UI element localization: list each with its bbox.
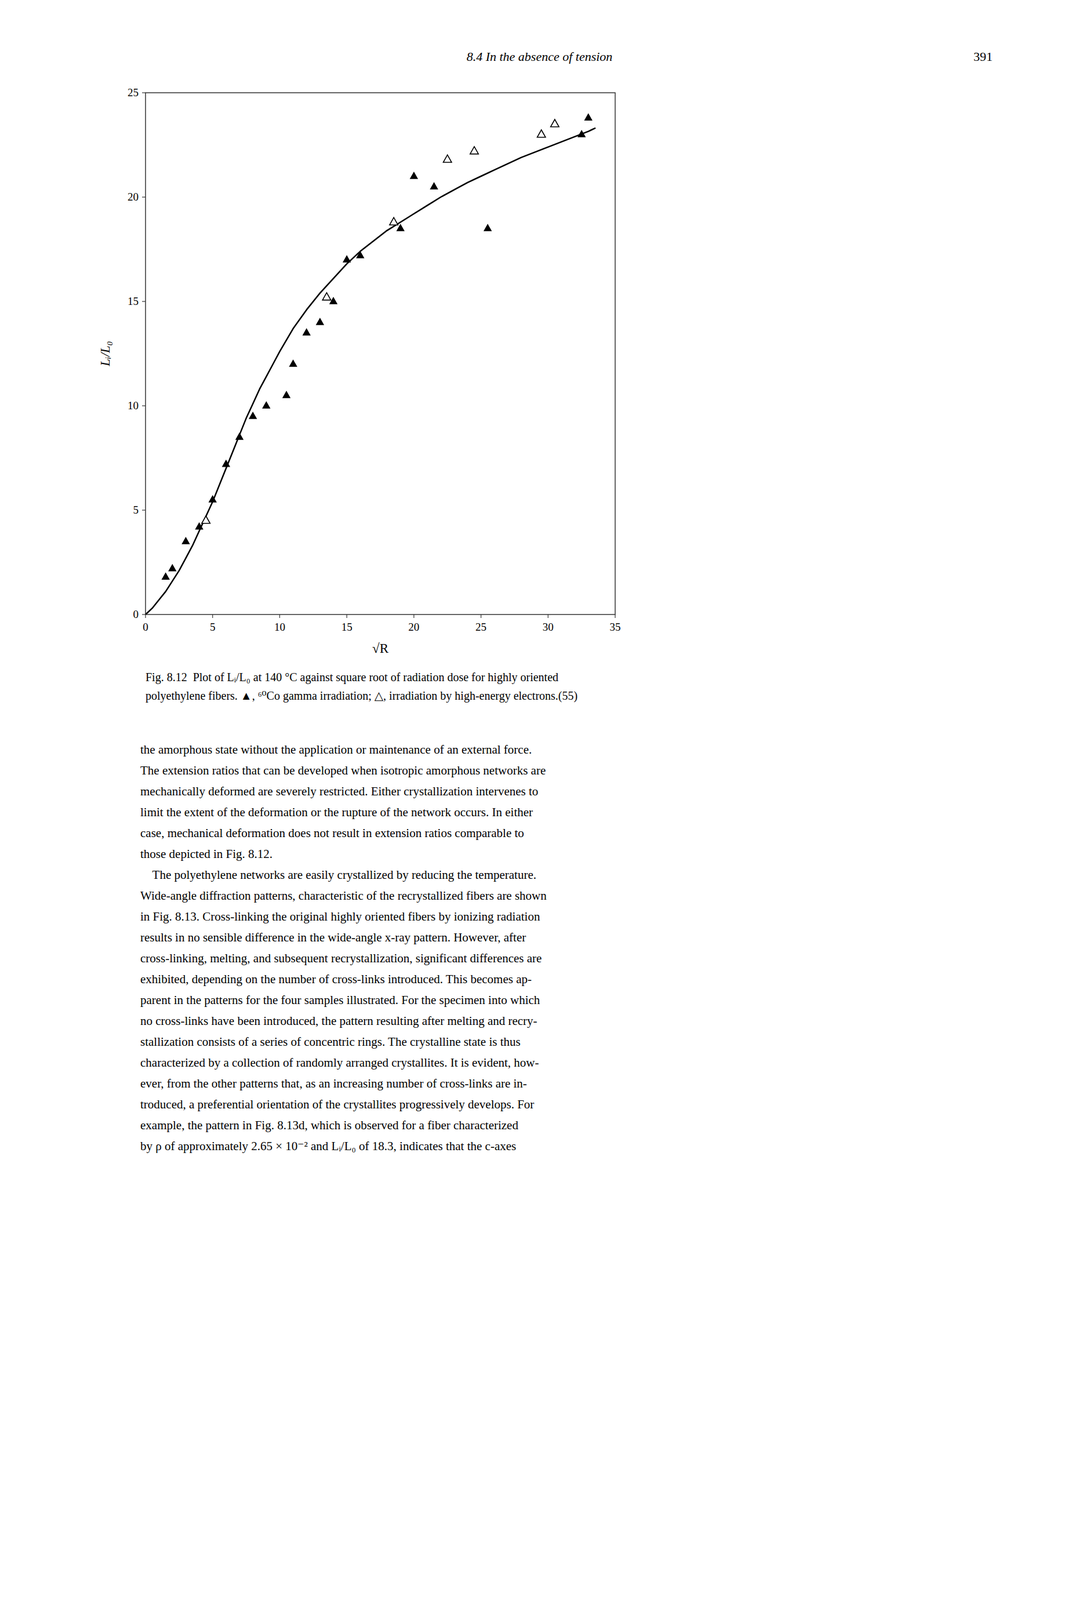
y-axis-label: Lᵢ/L₀	[97, 340, 113, 368]
filled-triangle-point	[302, 328, 311, 336]
y-tick	[142, 300, 146, 302]
open-triangle-point	[389, 217, 398, 225]
filled-triangle-point	[355, 251, 365, 259]
caption-line: polyethylene fibers. ▲, ⁶⁰Co gamma irrad…	[145, 689, 578, 703]
page-number: 391	[973, 49, 993, 64]
y-tick-label: 15	[127, 295, 139, 308]
filled-triangle-point	[577, 129, 586, 138]
caption: Fig. 8.12 Plot of Lᵢ/L₀ at 140 °C agains…	[145, 670, 578, 703]
open-triangle-point	[443, 154, 452, 163]
running-head: 8.4 In the absence of tension	[466, 49, 613, 64]
filled-triangle-point	[409, 171, 419, 180]
x-tick-label: 25	[475, 620, 487, 634]
x-tick	[614, 614, 616, 619]
filled-triangle-point	[342, 255, 351, 263]
x-tick-label: 35	[609, 620, 621, 634]
body-line: Wide-angle diffraction patterns, charact…	[140, 888, 547, 903]
y-tick	[142, 614, 146, 615]
body-line: results in no sensible difference in the…	[140, 930, 526, 945]
x-tick-label: 20	[408, 620, 420, 634]
body-line: limit the extent of the deformation or t…	[140, 805, 533, 820]
filled-triangle-point	[168, 564, 177, 572]
filled-triangle-point	[288, 359, 297, 368]
body-line: cross-linking, melting, and subsequent r…	[140, 951, 542, 966]
open-triangle-point	[550, 119, 559, 127]
body-line: The extension ratios that can be develop…	[140, 763, 546, 778]
x-tick	[413, 614, 414, 619]
filled-triangle-point	[329, 296, 338, 305]
filled-triangle-point	[429, 182, 438, 190]
body-line: by ρ of approximately 2.65 × 10⁻² and Lᵢ…	[140, 1139, 517, 1154]
y-tick	[142, 92, 146, 93]
filled-triangle-point	[584, 113, 593, 121]
body-line: ever, from the other patterns that, as a…	[140, 1076, 528, 1091]
x-tick-label: 30	[542, 620, 554, 634]
body-line: case, mechanical deformation does not re…	[140, 826, 525, 841]
body-line: those depicted in Fig. 8.12.	[140, 847, 273, 861]
y-tick	[142, 196, 146, 198]
body-line: the amorphous state without the applicat…	[140, 742, 532, 757]
filled-triangle-point	[161, 572, 170, 580]
fitted-curve	[145, 128, 595, 615]
x-tick-label: 5	[209, 620, 216, 634]
page: 8.4 In the absence of tension 391 0 5 10 15 20…	[0, 0, 1079, 1600]
body-text: the amorphous state without the applicat…	[140, 742, 547, 1154]
body-line: stallization consists of a series of con…	[140, 1034, 521, 1049]
y-tick-label: 25	[127, 86, 139, 99]
filled-triangle-point	[208, 495, 217, 503]
x-tick-label: 0	[142, 620, 149, 634]
body-line: troduced, a preferential orientation of …	[140, 1097, 534, 1112]
plot-frame	[145, 92, 616, 615]
x-tick	[212, 614, 213, 619]
chart: 0 5 10 15 20 25 30 35 0 5 10 15 20 25 √R Lᵢ/L₀	[97, 86, 621, 656]
filled-triangle-point	[235, 432, 244, 441]
x-tick-label: 10	[274, 620, 286, 634]
background	[0, 0, 1079, 1600]
open-triangle-point	[537, 129, 546, 138]
body-line: The polyethylene networks are easily cry…	[140, 867, 537, 882]
x-tick	[279, 614, 281, 619]
open-triangle-point	[201, 516, 210, 524]
y-tick	[142, 509, 146, 511]
y-tick-label: 10	[127, 399, 139, 412]
x-axis-label: √R	[372, 641, 390, 656]
y-tick-label: 20	[127, 190, 139, 203]
x-tick-label: 15	[341, 620, 353, 634]
filled-triangle-point	[248, 411, 257, 420]
axes: 0 5 10 15 20 25 30 35 0 5 10 15 20 25 √R Lᵢ/L₀	[97, 86, 621, 656]
body-line: exhibited, depending on the number of cr…	[140, 972, 532, 987]
x-tick	[480, 614, 482, 619]
y-tick	[142, 405, 146, 406]
x-tick	[144, 614, 146, 619]
body-line: characterized by a collection of randoml…	[140, 1055, 539, 1070]
plot-data	[145, 113, 595, 615]
y-tick-label: 5	[133, 503, 140, 517]
filled-triangle-point	[262, 401, 271, 409]
caption-line: Fig. 8.12 Plot of Lᵢ/L₀ at 140 °C agains…	[145, 670, 559, 685]
filled-triangle-point	[483, 223, 492, 232]
body-line: in Fig. 8.13. Cross-linking the original…	[140, 909, 541, 924]
body-line: example, the pattern in Fig. 8.13d, whic…	[140, 1118, 519, 1133]
filled-triangle-point	[282, 390, 291, 399]
body-line: mechanically deformed are severely restr…	[140, 784, 539, 799]
x-tick	[547, 614, 549, 619]
y-tick-label: 0	[133, 608, 140, 621]
filled-triangle-point	[181, 536, 190, 545]
open-triangle-point	[470, 146, 479, 155]
body-line: parent in the patterns for the four samp…	[140, 993, 541, 1008]
x-tick	[346, 614, 348, 619]
open-triangle-point	[322, 292, 331, 301]
filled-triangle-point	[222, 459, 231, 468]
filled-triangle-point	[315, 317, 325, 326]
body-line: no cross-links have been introduced, the…	[140, 1014, 538, 1028]
